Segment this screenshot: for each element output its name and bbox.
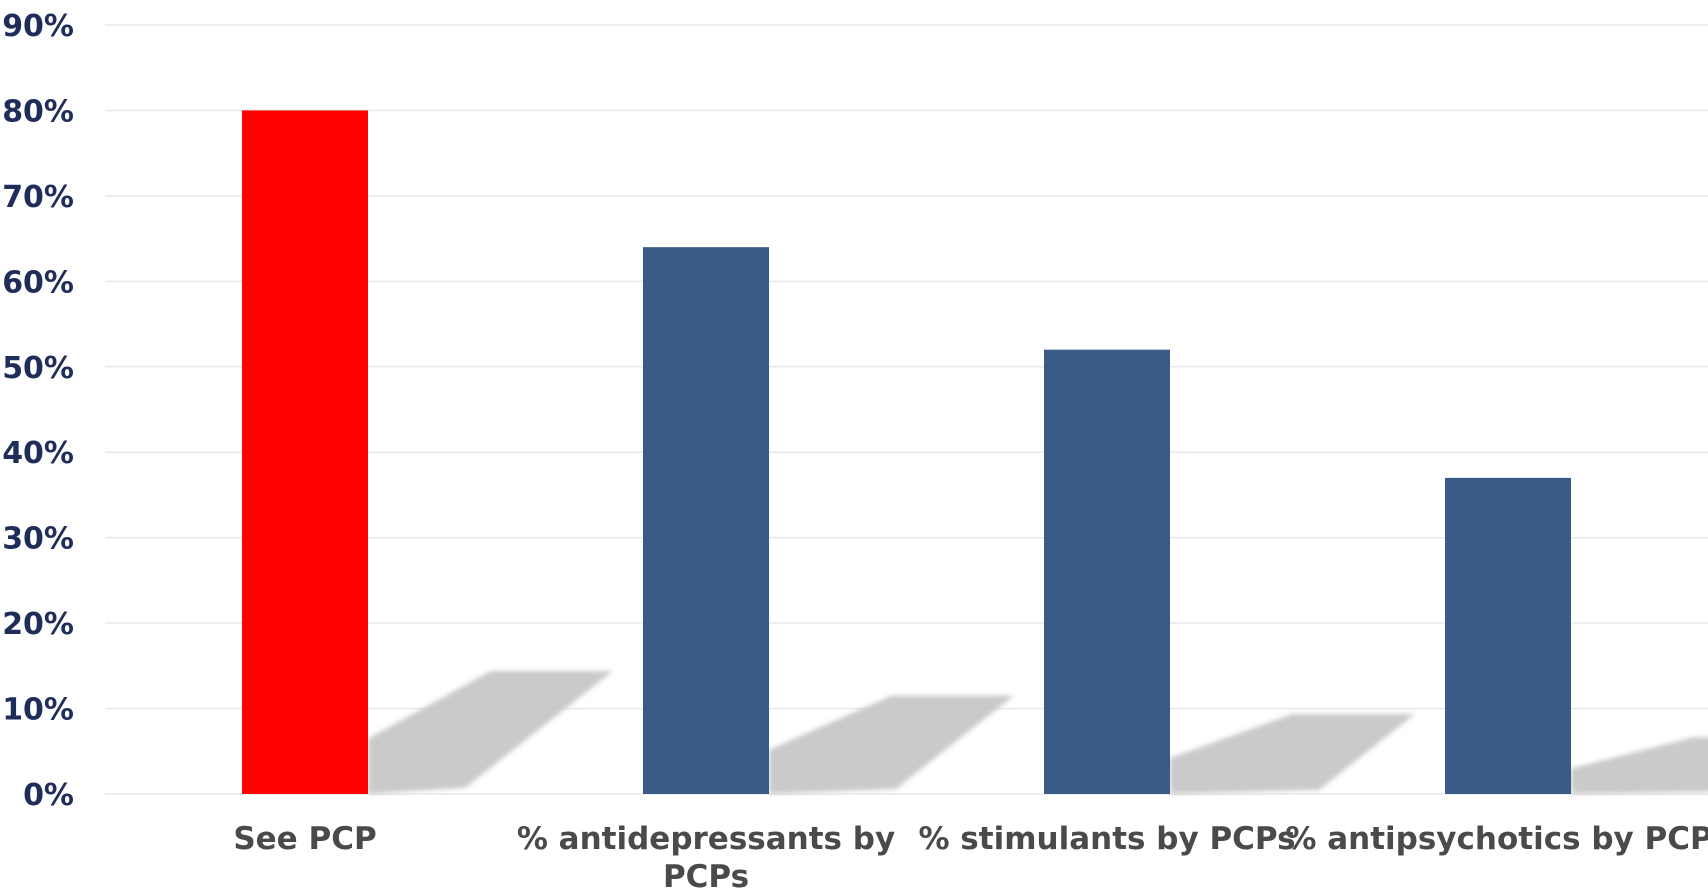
y-tick-label: 70% [2,180,74,215]
y-axis-ticks: 0% 10% 20% 30% 40% 50% 60% 70% 80% 90% [2,9,74,813]
y-tick-label: 80% [2,94,74,129]
x-tick-label: See PCP [233,821,376,857]
y-tick-label: 0% [23,778,74,813]
x-tick-label: % stimulants by PCPs [918,821,1295,857]
bar-shadows [368,670,1708,794]
bar [242,110,368,794]
bar-shadow [1170,714,1415,794]
bar-shadow [368,670,613,794]
y-tick-label: 50% [2,351,74,386]
y-tick-label: 40% [2,436,74,471]
bar [1445,477,1571,794]
x-axis-ticks: See PCP % antidepressants by PCPs % stimula… [233,821,1708,894]
y-tick-label: 20% [2,607,74,642]
gridlines [105,24,1708,795]
y-tick-label: 90% [2,9,74,44]
bar [1044,349,1170,794]
bars [242,110,1571,795]
bar-shadow [1571,737,1708,794]
bar-shadow [769,695,1014,794]
x-tick-label: % antipsychotics by PCPs [1285,821,1708,857]
y-tick-label: 10% [2,693,74,728]
y-tick-label: 60% [2,265,74,300]
x-tick-label: % antidepressants by PCPs [517,821,895,890]
y-tick-label: 30% [2,522,74,557]
bar [643,247,769,795]
